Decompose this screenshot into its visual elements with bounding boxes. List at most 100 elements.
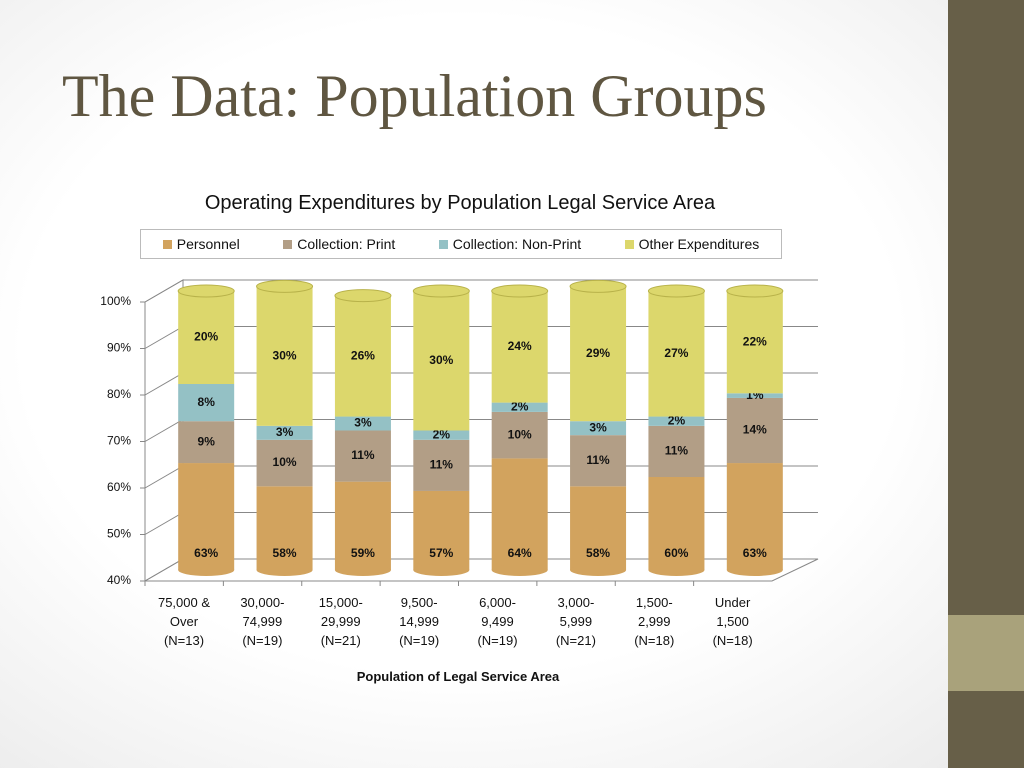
- data-label: 59%: [351, 546, 375, 560]
- data-label: 2%: [668, 413, 686, 427]
- x-tick-label: 3,000- 5,999 (N=21): [555, 595, 596, 648]
- bar-segment: [491, 458, 548, 570]
- bar-segment: [648, 291, 705, 417]
- bar-bottom: [178, 564, 235, 576]
- bar-segment: [491, 402, 548, 412]
- legend-swatch: [438, 239, 448, 249]
- data-label: 57%: [429, 546, 453, 560]
- x-tick-label: 15,000- 29,999 (N=21): [318, 595, 363, 648]
- grid-line: [144, 465, 818, 489]
- bar-segment: [570, 486, 627, 570]
- x-axis-label: Population of Legal Service Area: [356, 669, 560, 684]
- data-label: 30%: [429, 353, 453, 367]
- bar-segment: [256, 286, 313, 426]
- grid-line: [144, 512, 818, 535]
- data-label: 10%: [273, 455, 297, 469]
- bar-segment: [178, 384, 235, 422]
- bar-segment: [570, 435, 627, 487]
- bar-segment: [726, 291, 783, 394]
- legend-label: Collection: Non-Print: [452, 236, 582, 252]
- legend-item: Other Expenditures: [624, 236, 760, 252]
- data-label: 3%: [354, 416, 372, 430]
- data-label: 20%: [194, 330, 218, 344]
- side-block: [948, 615, 1024, 691]
- data-label: 26%: [351, 348, 375, 362]
- bar-segment: [648, 477, 705, 570]
- data-label: 58%: [273, 546, 297, 560]
- data-label: 2%: [433, 427, 451, 441]
- grid-line: [144, 419, 818, 442]
- x-tick-label: 9,500- 14,999 (N=19): [399, 595, 440, 648]
- data-label: 29%: [586, 346, 610, 360]
- legend-label: Personnel: [176, 236, 240, 252]
- bar-segment: [334, 295, 391, 417]
- bar-segment: [413, 439, 470, 491]
- bar-segment: [491, 411, 548, 459]
- bar-top: [412, 284, 470, 298]
- bar-segment: [413, 490, 470, 570]
- data-label: 14%: [743, 423, 767, 437]
- bar-segment: [334, 430, 391, 482]
- x-tick-label: Under 1,500 (N=18): [712, 595, 753, 648]
- legend: Personnel Collection: Print Collection: No…: [140, 229, 782, 259]
- bar-segment: [334, 416, 391, 431]
- bar-bottom: [570, 564, 627, 576]
- grid-line: [144, 372, 818, 396]
- legend-item: Personnel: [162, 236, 240, 252]
- bar-top: [726, 284, 784, 298]
- y-tick-label: 70%: [107, 434, 131, 448]
- data-label: 22%: [743, 334, 767, 348]
- bar-bottom: [491, 564, 548, 576]
- data-label: 60%: [664, 546, 688, 560]
- bar-top: [177, 284, 235, 298]
- bar-segment: [334, 481, 391, 570]
- bar-segment: [491, 291, 548, 403]
- bar-bottom: [648, 564, 705, 576]
- x-tick-label: 6,000- 9,499 (N=19): [477, 595, 518, 648]
- x-tick-label: 1,500- 2,999 (N=18): [634, 595, 675, 648]
- data-label: 27%: [664, 346, 688, 360]
- bar-segment: [570, 286, 627, 422]
- bar-top: [491, 284, 549, 298]
- bar-segment: [648, 416, 705, 426]
- bar-segment: [726, 397, 783, 464]
- legend-item: Collection: Print: [283, 236, 395, 252]
- data-label: 11%: [665, 444, 689, 458]
- legend-label: Other Expenditures: [638, 236, 760, 252]
- bar-segment: [413, 430, 470, 440]
- chart-title: Operating Expenditures by Population Leg…: [204, 192, 716, 214]
- legend-swatch: [624, 239, 634, 249]
- data-label: 24%: [508, 339, 532, 353]
- bar-segment: [570, 421, 627, 436]
- x-tick-label: 30,000- 74,999 (N=19): [240, 595, 285, 648]
- data-label: 63%: [743, 546, 767, 560]
- chart: 40% 50% 60% 70% 80% 90% 100% 63% 9% 8% 20% 58% 10% 3%…: [100, 279, 819, 587]
- y-tick-label: 60%: [107, 480, 131, 494]
- bar-bottom: [413, 564, 470, 576]
- bar-segment: [413, 291, 470, 431]
- bar-bottom: [334, 564, 391, 576]
- data-label: 11%: [586, 453, 610, 467]
- data-label: 10%: [508, 427, 532, 441]
- y-tick-label: 80%: [107, 387, 131, 401]
- data-label: 11%: [351, 448, 375, 462]
- bar-bottom: [726, 564, 783, 576]
- floor: [143, 558, 819, 582]
- grid-line: [144, 279, 818, 303]
- y-tick-label: 100%: [100, 294, 131, 308]
- data-label: 3%: [276, 425, 294, 439]
- bar-top: [256, 279, 314, 293]
- data-label: 3%: [589, 420, 607, 434]
- data-label: 58%: [586, 546, 610, 560]
- data-label: 64%: [508, 546, 532, 560]
- legend-item: Collection: Non-Print: [438, 236, 582, 252]
- y-tick-label: 50%: [107, 527, 131, 541]
- bar-segment: [178, 463, 235, 570]
- bar-segment: [648, 425, 705, 477]
- y-tick-label: 40%: [107, 573, 131, 587]
- legend-swatch: [162, 239, 172, 249]
- bar-segment: [178, 291, 235, 384]
- data-label: 2%: [511, 399, 529, 413]
- data-label: 9%: [198, 434, 216, 448]
